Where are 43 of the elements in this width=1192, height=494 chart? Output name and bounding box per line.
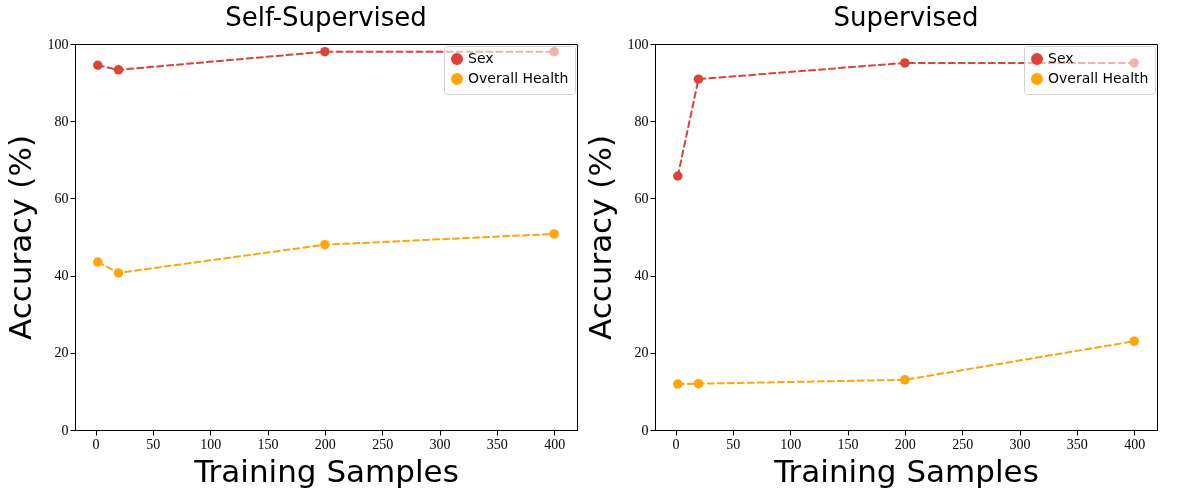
chart-title: Self-Supervised [225, 2, 427, 32]
x-tick-label: 50 [146, 436, 161, 452]
y-tick-label: 100 [627, 36, 649, 52]
x-axis-title: Training Samples [193, 452, 459, 489]
x-tick-label: 300 [1009, 436, 1031, 452]
point [1129, 336, 1139, 346]
x-tick-label: 100 [780, 436, 802, 452]
y-tick-label: 80 [634, 113, 649, 129]
y-tick-label: 40 [634, 268, 649, 284]
y-tick-label: 0 [641, 422, 649, 438]
x-tick-label: 400 [1124, 436, 1146, 452]
x-tick-label: 0 [92, 436, 100, 452]
x-tick-label: 200 [314, 436, 336, 452]
x-tick-label: 250 [372, 436, 394, 452]
y-tick-label: 60 [54, 190, 69, 206]
y-tick-label: 80 [54, 113, 69, 129]
x-tick-label: 250 [952, 436, 974, 452]
x-tick-label: 150 [257, 436, 279, 452]
y-tick-label: 20 [634, 345, 649, 361]
y-tick-label: 20 [54, 345, 69, 361]
y-tick-label: 40 [54, 268, 69, 284]
chart-title: Supervised [833, 2, 979, 32]
y-tick-label: 100 [47, 36, 69, 52]
y-axis-title: Accuracy (%) [581, 134, 618, 341]
legend-label: Sex [468, 50, 494, 66]
x-tick-label: 200 [894, 436, 916, 452]
y-tick-label: 60 [634, 190, 649, 206]
x-axis-title: Training Samples [773, 452, 1039, 489]
x-tick-label: 300 [429, 436, 451, 452]
legend-label: Overall Health [1048, 70, 1149, 86]
x-tick-label: 350 [486, 436, 508, 452]
x-tick-label: 100 [200, 436, 222, 452]
point [549, 46, 559, 57]
point [549, 229, 559, 239]
x-tick-label: 350 [1066, 436, 1088, 452]
legend-label: Overall Health [468, 70, 569, 86]
legend-label: Sex [1048, 50, 1074, 66]
x-tick-label: 400 [544, 436, 566, 452]
x-tick-label: 50 [726, 436, 741, 452]
y-axis-title: Accuracy (%) [1, 134, 38, 341]
y-tick-label: 0 [61, 422, 69, 438]
x-tick-label: 0 [672, 436, 680, 452]
x-tick-label: 150 [837, 436, 859, 452]
